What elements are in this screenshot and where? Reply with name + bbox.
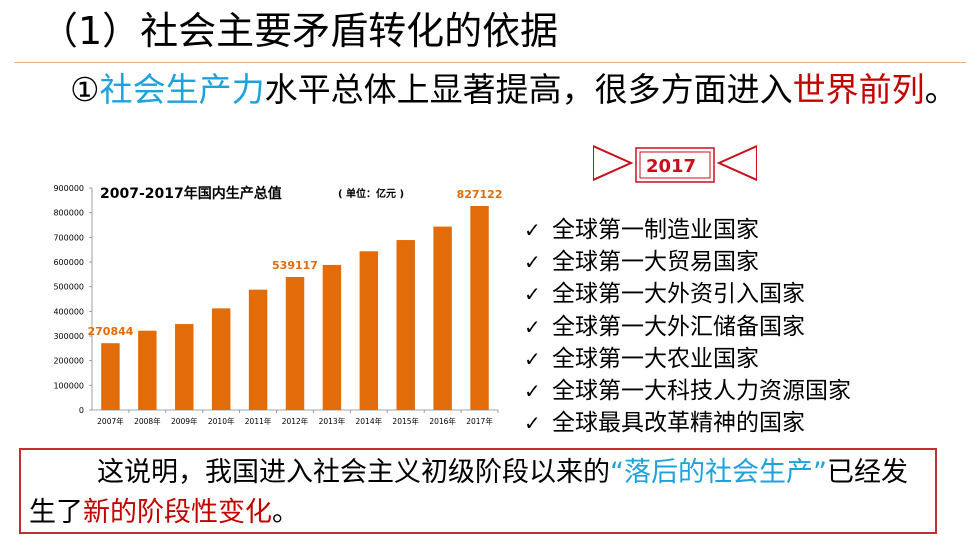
conclusion-box: 这说明，我国进入社会主义初级阶段以来的“落后的社会生产”已经发生了新的阶段性变化… <box>19 448 937 534</box>
list-item: ✓ 全球最具改革精神的国家 <box>524 407 851 439</box>
list-item: ✓ 全球第一大外汇储备国家 <box>524 311 851 343</box>
y-tick-label: 200000 <box>53 357 84 366</box>
x-tick-label: 2014年 <box>356 416 383 426</box>
list-item: ✓ 全球第一大外资引入国家 <box>524 278 851 310</box>
bar <box>211 308 231 410</box>
check-icon: ✓ <box>524 314 541 339</box>
y-tick-label: 600000 <box>53 258 84 267</box>
y-tick-label: 500000 <box>53 283 84 292</box>
conclusion-text-3: 。 <box>272 497 299 528</box>
conclusion-text-2: 已经发生了 <box>29 457 908 528</box>
title-divider <box>14 62 966 63</box>
list-item-label: 全球第一大科技人力资源国家 <box>552 378 851 405</box>
y-tick-label: 0 <box>79 406 84 415</box>
x-tick-label: 2008年 <box>134 416 161 426</box>
world-front-emphasis: 世界前列 <box>792 70 925 109</box>
x-tick-label: 2015年 <box>392 416 419 426</box>
data-label: 827122 <box>457 188 503 201</box>
bar <box>396 240 415 410</box>
x-tick-label: 2007年 <box>97 416 124 426</box>
x-tick-label: 2010年 <box>208 416 235 426</box>
x-tick-label: 2009年 <box>171 416 198 426</box>
data-label: 539117 <box>272 259 318 272</box>
list-item: ✓ 全球第一大贸易国家 <box>524 246 851 278</box>
list-item: ✓ 全球第一制造业国家 <box>524 214 851 246</box>
list-item-label: 全球第一大外资引入国家 <box>552 281 805 308</box>
y-tick-label: 100000 <box>53 381 84 390</box>
chart-title: 2007-2017年国内生产总值 <box>100 185 282 202</box>
bar <box>248 289 268 410</box>
list-item-label: 全球第一制造业国家 <box>552 217 759 243</box>
bar <box>138 330 157 410</box>
x-tick-label: 2017年 <box>466 416 493 426</box>
intro-paragraph: ①社会生产力水平总体上显著提高，很多方面进入世界前列。 <box>22 66 972 114</box>
list-item: ✓ 全球第一大科技人力资源国家 <box>524 375 851 407</box>
x-tick-label: 2011年 <box>245 416 272 426</box>
slide-title: （1）社会主要矛盾转化的依据 <box>40 9 559 53</box>
year-banner <box>593 144 757 183</box>
x-tick-label: 2013年 <box>319 416 346 426</box>
y-tick-label: 300000 <box>53 332 84 341</box>
conclusion-text-1: 这说明，我国进入社会主义初级阶段以来的 <box>97 457 610 488</box>
bar <box>433 226 452 410</box>
check-icon: ✓ <box>524 411 541 436</box>
chart-unit: ( 单位：亿元 ) <box>338 187 404 200</box>
data-label: 270844 <box>87 325 133 338</box>
list-item-label: 全球第一大农业国家 <box>552 345 759 372</box>
check-icon: ✓ <box>524 250 541 275</box>
bar <box>470 205 489 410</box>
list-item: ✓ 全球第一大农业国家 <box>524 343 851 375</box>
intro-suffix: 。 <box>924 70 958 109</box>
bar <box>175 324 194 410</box>
circled-number: ① <box>70 70 100 109</box>
y-tick-label: 700000 <box>53 233 84 242</box>
list-item-label: 全球第一大外汇储备国家 <box>552 313 805 340</box>
gdp-bar-chart: 2007-2017年国内生产总值 ( 单位：亿元 ) 0 100000 200000… <box>53 184 503 426</box>
check-icon: ✓ <box>524 282 541 307</box>
x-tick-label: 2016年 <box>429 416 456 426</box>
conclusion-emphasis: 新的阶段性变化 <box>83 497 272 528</box>
productivity-highlight: 社会生产力 <box>99 70 265 109</box>
y-tick-label: 400000 <box>53 307 84 316</box>
check-icon: ✓ <box>524 379 541 404</box>
bar <box>285 277 305 410</box>
y-tick-label: 800000 <box>53 209 84 218</box>
bar <box>322 264 342 410</box>
banner-year: 2017 <box>645 156 697 177</box>
intro-middle-text: 水平总体上显著提高，很多方面进入 <box>264 70 793 109</box>
check-icon: ✓ <box>524 218 541 242</box>
achievement-list: ✓ 全球第一制造业国家 ✓ 全球第一大贸易国家 ✓ 全球第一大外资引入国家 ✓ 全球第一… <box>524 214 851 439</box>
x-tick-label: 2012年 <box>282 416 309 426</box>
list-item-label: 全球第一大贸易国家 <box>552 249 759 276</box>
bar <box>101 343 120 410</box>
list-item-label: 全球最具改革精神的国家 <box>552 410 805 437</box>
check-icon: ✓ <box>524 346 541 371</box>
bar <box>359 251 379 410</box>
y-tick-label: 900000 <box>53 184 84 193</box>
conclusion-quoted: “落后的社会生产” <box>610 457 827 488</box>
